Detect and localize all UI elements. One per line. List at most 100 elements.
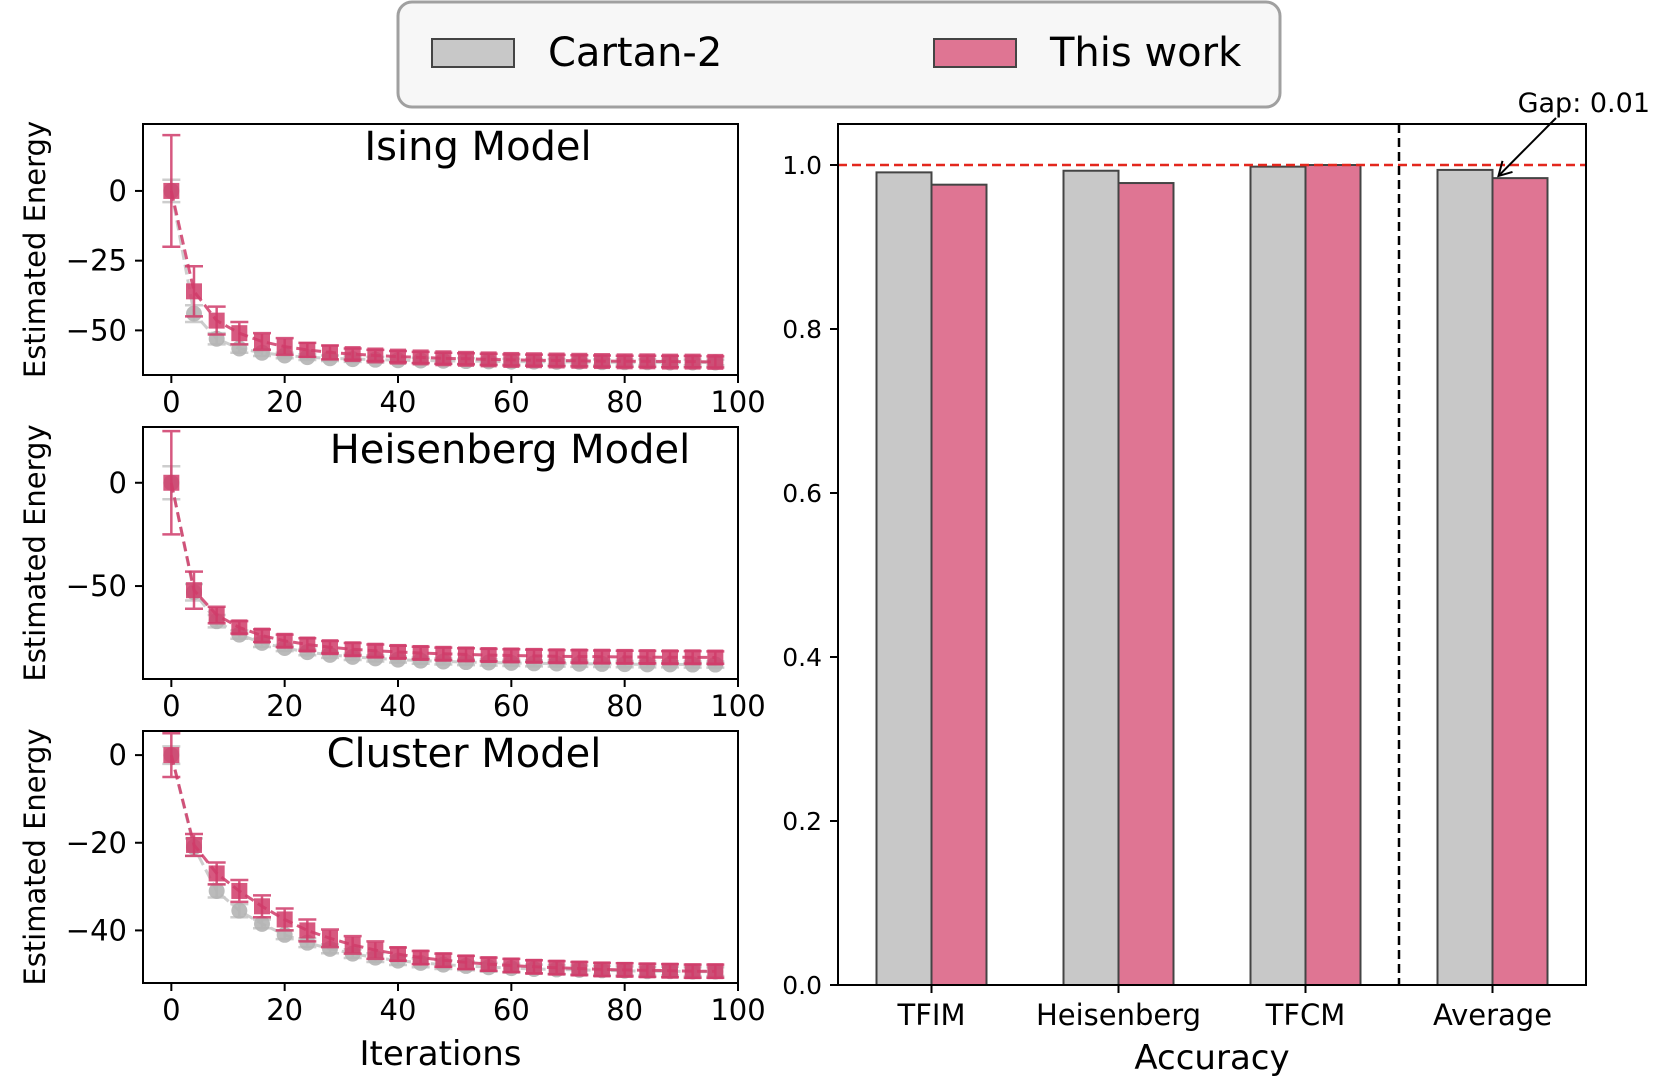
series-this-work [162, 133, 725, 370]
x-tick-label: 80 [606, 993, 643, 1027]
series-this-work [162, 731, 725, 980]
data-point [208, 865, 225, 882]
data-point [344, 641, 361, 658]
data-point [548, 648, 565, 665]
legend: Cartan-2 This work [396, 0, 1282, 109]
data-point [548, 352, 565, 369]
x-tick-label: 20 [266, 993, 303, 1027]
annotation-arrowhead [1497, 160, 1513, 178]
data-point [412, 949, 429, 966]
data-point [662, 962, 678, 979]
data-point [412, 644, 429, 661]
category-label: TFCM [1265, 998, 1346, 1032]
data-point [276, 911, 293, 928]
y-tick-label: −50 [66, 313, 127, 347]
y-tick-label: 0 [109, 738, 127, 772]
plot-frame [142, 123, 739, 376]
ising-panel: 0 20 40 60 80 100 0 −25 −50 Ising Model Estimated … [18, 121, 766, 419]
data-point [662, 353, 678, 370]
legend-label-this-work: This work [1049, 30, 1242, 76]
data-point [186, 582, 202, 599]
data-point [480, 647, 497, 664]
data-point [458, 350, 474, 367]
data-point [707, 353, 724, 370]
data-point [390, 348, 406, 365]
data-point [208, 606, 225, 623]
data-point [412, 349, 429, 366]
legend-swatch-this-work [933, 38, 1017, 68]
data-point [526, 352, 542, 369]
gap-annotation: Gap: 0.01 [1518, 88, 1650, 119]
data-point [548, 959, 565, 976]
x-tick-label: 60 [493, 993, 530, 1027]
data-point [231, 619, 248, 636]
data-point [435, 645, 452, 662]
y-tick-label: 0 [109, 466, 127, 500]
data-point [684, 353, 701, 370]
data-point [707, 649, 724, 666]
legend-frame [396, 0, 1282, 109]
y-tick-label: 0.6 [782, 479, 822, 508]
annotation-arrow [1497, 117, 1557, 177]
data-point [186, 836, 202, 853]
y-tick-label: 1.0 [782, 151, 822, 180]
x-tick-label: 0 [162, 385, 180, 419]
data-point [458, 646, 474, 663]
x-tick-label: 20 [266, 385, 303, 419]
data-point [299, 934, 316, 951]
y-axis-label: Estimated Energy [18, 424, 52, 681]
data-point [435, 952, 452, 969]
data-point [594, 961, 610, 978]
data-point [707, 963, 724, 980]
bar-this-work [1304, 164, 1362, 986]
panel-title: Ising Model [364, 124, 591, 170]
data-point [163, 182, 180, 199]
y-tick-label: −40 [66, 913, 127, 947]
x-tick-label: 40 [380, 689, 417, 723]
data-point [458, 954, 474, 971]
y-axis-label: Estimated Energy [18, 121, 52, 378]
x-tick-label: 100 [710, 689, 765, 723]
data-point [480, 351, 497, 368]
data-point [254, 627, 270, 644]
data-point [616, 961, 633, 978]
data-point [231, 902, 248, 919]
data-point [344, 346, 361, 363]
y-tick-label: 0.0 [782, 971, 822, 1000]
x-tick-label: 20 [266, 689, 303, 723]
data-point [571, 648, 588, 665]
data-point [435, 350, 452, 367]
data-point [526, 958, 542, 975]
bar-this-work [1491, 177, 1549, 986]
y-axis-label: Estimated Energy [18, 728, 52, 985]
data-point [367, 942, 384, 959]
heisenberg-panel: 0 20 40 60 80 100 0 −50 Heisenberg Model Estimate… [18, 424, 766, 723]
cluster-panel: 0 20 40 60 80 100 0 −20 −40 Cluster Model Estimate… [18, 728, 766, 1074]
data-point [231, 882, 248, 899]
data-point [390, 643, 406, 660]
y-tick-label: −20 [66, 826, 127, 860]
data-point [390, 946, 406, 963]
data-point [639, 649, 656, 666]
x-tick-label: 40 [380, 993, 417, 1027]
data-point [254, 333, 270, 350]
plot-frame [837, 123, 1587, 986]
data-point [299, 922, 316, 939]
data-point [480, 956, 497, 973]
x-tick-label: 80 [606, 385, 643, 419]
data-point [684, 963, 701, 980]
x-tick-label: 40 [380, 385, 417, 419]
data-point [186, 283, 202, 300]
y-tick-label: 0.4 [782, 643, 822, 672]
x-tick-label: 100 [710, 993, 765, 1027]
legend-swatch-cartan [431, 38, 515, 68]
category-label: TFIM [897, 998, 966, 1032]
category-label: Heisenberg [1036, 998, 1201, 1032]
data-point [208, 882, 225, 899]
data-point [322, 930, 338, 947]
x-tick-label: 60 [493, 385, 530, 419]
y-tick-label: −25 [66, 244, 127, 278]
data-point [503, 647, 520, 664]
series-this-work [162, 429, 725, 666]
